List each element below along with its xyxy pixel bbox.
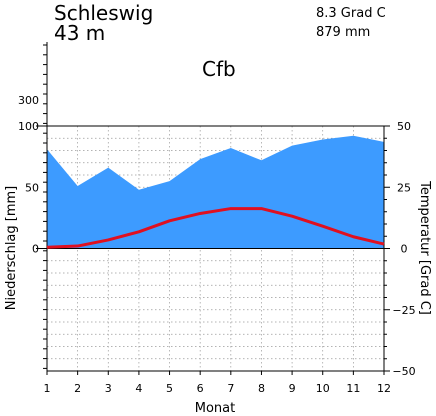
temperature-line: [46, 207, 385, 249]
right-tick-label: −50: [392, 365, 415, 378]
left-axis-label: Niederschlag [mm]: [4, 186, 19, 311]
x-tick-label: 7: [227, 382, 234, 395]
right-axis-label: Temperatur [Grad C]: [417, 180, 432, 315]
x-tick-label: 8: [258, 382, 265, 395]
mean-temperature: 8.3 Grad C: [316, 6, 386, 21]
x-tick-label: 4: [135, 382, 142, 395]
x-tick-label: 1: [44, 382, 51, 395]
x-tick-label: 11: [346, 382, 360, 395]
right-tick-label: 50: [397, 120, 411, 133]
annual-precipitation: 879 mm: [316, 25, 370, 40]
right-tick-label: 25: [397, 181, 411, 194]
climate-class: Cfb: [202, 57, 236, 81]
right-tick-labels: 50 25 0 −25 −50: [392, 120, 415, 378]
right-tick-label: 0: [401, 243, 408, 256]
x-tick-label: 12: [377, 382, 391, 395]
x-tick-label: 9: [289, 382, 296, 395]
extra-left-tick-label: 300: [18, 94, 39, 107]
right-tick-label: −25: [392, 304, 415, 317]
x-tick-label: 3: [105, 382, 112, 395]
left-tick-label: 0: [32, 243, 39, 256]
left-tick-label: 50: [25, 181, 39, 194]
precipitation-area: [47, 135, 384, 249]
x-tick-labels: 1 2 3 4 5 6 7 8 9 10 11 12: [44, 382, 392, 395]
x-tick-label: 10: [316, 382, 330, 395]
x-tick-label: 6: [197, 382, 204, 395]
station-name: Schleswig: [54, 1, 153, 25]
x-tick-label: 2: [74, 382, 81, 395]
axes: [36, 42, 390, 375]
x-axis-label: Monat: [195, 401, 235, 416]
station-elevation: 43 m: [54, 21, 105, 45]
left-tick-labels: 100 50 0: [18, 120, 39, 256]
left-tick-label: 100: [18, 120, 39, 133]
x-tick-label: 5: [166, 382, 173, 395]
